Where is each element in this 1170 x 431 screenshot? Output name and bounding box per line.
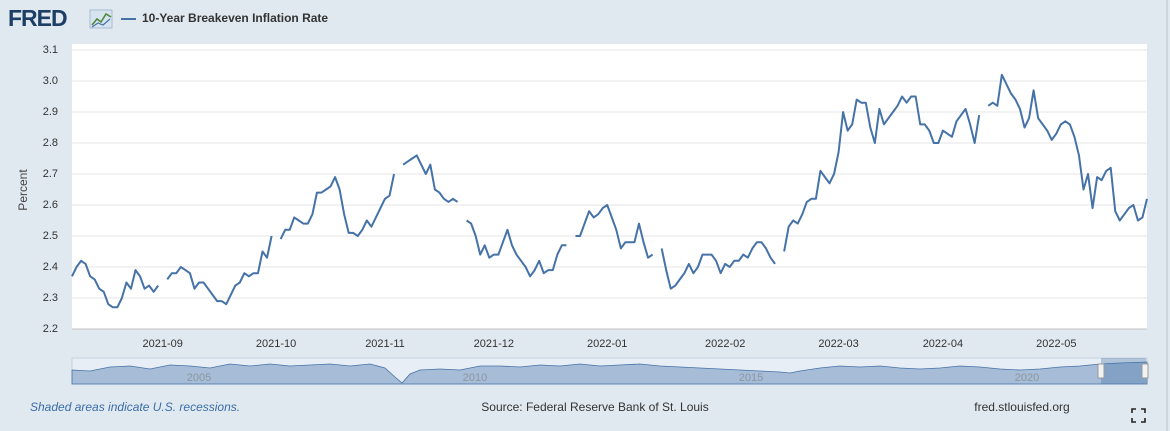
logo-icon (89, 9, 113, 29)
navigator-label: 2010 (463, 372, 487, 384)
navigator-label: 2005 (187, 372, 211, 384)
y-tick-label: 3.1 (43, 44, 58, 56)
x-tick-label: 2022-01 (587, 338, 627, 350)
site-link[interactable]: fred.stlouisfed.org (974, 400, 1069, 414)
y-tick-label: 3.0 (43, 75, 58, 87)
y-tick-label: 2.2 (43, 323, 58, 335)
x-tick-label: 2021-10 (256, 338, 296, 350)
navigator-area (71, 361, 1148, 385)
recession-note[interactable]: Shaded areas indicate U.S. recessions. (30, 400, 240, 414)
y-axis-title: Percent (16, 169, 30, 211)
x-tick-label: 2022-04 (923, 338, 963, 350)
x-tick-label: 2022-02 (705, 338, 745, 350)
navigator-selection[interactable] (1101, 358, 1146, 384)
navigator: 2005 2010 2015 2020 (71, 357, 1149, 385)
logo-icon-box (89, 9, 113, 29)
y-tick-label: 2.6 (43, 199, 58, 211)
y-tick-label: 2.8 (43, 137, 58, 149)
source: Source: Federal Reserve Bank of St. Loui… (481, 400, 708, 414)
x-tick-label: 2022-03 (818, 338, 858, 350)
logo-icon-line (91, 12, 112, 26)
x-tick-label: 2021-09 (143, 338, 183, 350)
line-series (71, 73, 1148, 309)
fullscreen-glyph[interactable] (1131, 408, 1146, 423)
legend-label: 10-Year Breakeven Inflation Rate (142, 11, 328, 25)
plot-area (72, 44, 1147, 329)
navigator-label: 2015 (739, 372, 763, 384)
y-tick-label: 2.5 (43, 230, 58, 242)
navigator-label: 2020 (1015, 372, 1039, 384)
y-tick-label: 2.3 (43, 292, 58, 304)
x-tick-label: 2022-05 (1036, 338, 1076, 350)
fullscreen-icon[interactable] (1131, 408, 1146, 423)
y-tick-label: 2.9 (43, 106, 58, 118)
x-tick-label: 2021-12 (474, 338, 514, 350)
x-tick-label: 2021-11 (365, 338, 405, 350)
y-tick-label: 2.4 (43, 261, 58, 273)
plot: 2.2 2.3 2.4 2.5 2.6 2.7 2.8 2.9 3.0 3.1 2021-09 202… (43, 44, 1148, 350)
navigator-handle[interactable] (1141, 363, 1149, 379)
navigator-handle[interactable] (1097, 363, 1105, 379)
logo: FRED (8, 5, 67, 31)
logo-icon-line (91, 18, 111, 28)
y-tick-label: 2.7 (43, 168, 58, 180)
